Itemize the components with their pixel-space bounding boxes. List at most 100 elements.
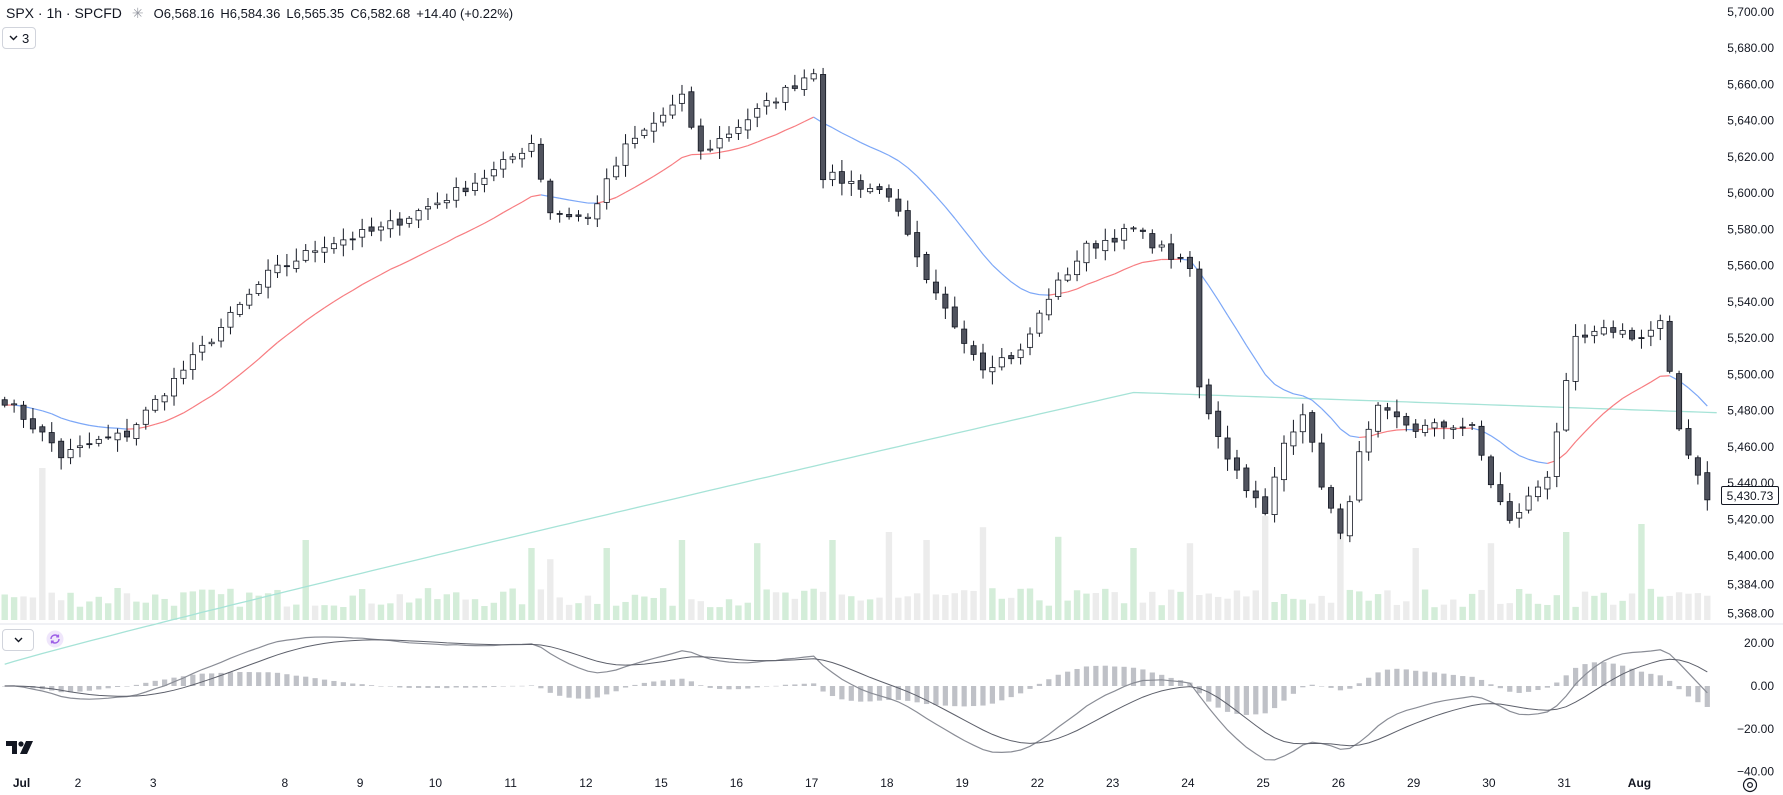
candle[interactable] [1139,227,1146,239]
candle[interactable] [904,200,911,237]
candle[interactable] [1318,433,1325,490]
candle[interactable] [11,399,18,413]
candle[interactable] [876,183,883,194]
candle[interactable] [970,340,977,361]
candle[interactable] [1196,261,1203,399]
candle[interactable] [208,338,215,347]
candle[interactable] [396,212,403,236]
candle[interactable] [556,210,563,223]
candle[interactable] [330,236,337,254]
candle[interactable] [1290,419,1297,455]
candle[interactable] [368,217,375,237]
candle[interactable] [707,139,714,153]
pane-collapse-button[interactable] [2,629,34,651]
candle[interactable] [490,161,497,182]
macd-axis[interactable]: −40.00 −20.00 0.00 20.00 [1737,636,1774,778]
candle[interactable] [1309,410,1316,453]
candle[interactable] [1177,253,1184,263]
candle[interactable] [1281,435,1288,492]
candle[interactable] [1525,486,1532,514]
candle[interactable] [622,134,629,177]
candle[interactable] [1553,422,1560,488]
candle[interactable] [1121,223,1128,250]
candle[interactable] [678,84,685,112]
candle[interactable] [472,172,479,196]
candle[interactable] [1083,240,1090,272]
candle[interactable] [76,435,83,458]
candle[interactable] [29,408,36,434]
candle[interactable] [359,218,366,248]
candle[interactable] [1337,503,1344,540]
candle[interactable] [142,406,149,430]
candle[interactable] [1027,327,1034,356]
candle[interactable] [1045,288,1052,321]
candle[interactable] [716,126,723,159]
candle[interactable] [509,153,516,164]
candle[interactable] [48,422,55,452]
candle[interactable] [1168,233,1175,269]
candle[interactable] [528,134,535,158]
price-axis[interactable]: 5,368.005,384.005,400.005,420.005,440.00… [1727,5,1774,621]
candle[interactable] [1130,226,1137,232]
candle[interactable] [914,220,921,268]
candle[interactable] [1299,403,1306,444]
time-axis[interactable]: Jul 2 3 8 9 10 11 12 15 16 17 18 19 22 23 24 25 26 29 30 31 A… [13,776,1651,790]
candle[interactable] [1224,425,1231,471]
candle[interactable] [782,85,789,111]
candle[interactable] [1158,240,1165,252]
candle[interactable] [1657,314,1664,341]
candle[interactable] [932,269,939,300]
candle[interactable] [537,138,544,183]
candle[interactable] [1497,472,1504,506]
candle[interactable] [189,342,196,380]
candle[interactable] [979,343,986,379]
candle[interactable] [1233,449,1240,479]
candle[interactable] [923,251,930,284]
candle[interactable] [1704,461,1711,511]
candle[interactable] [236,301,243,318]
candle[interactable] [744,108,751,139]
candle[interactable] [1393,399,1400,429]
candle[interactable] [387,209,394,238]
candle[interactable] [594,195,601,228]
sync-icon[interactable] [46,630,64,648]
asterisk-icon[interactable]: ✳ [131,4,144,21]
candle[interactable] [754,103,761,128]
candle[interactable] [1516,503,1523,528]
candle[interactable] [86,432,93,449]
candle[interactable] [1459,417,1466,437]
candle[interactable] [810,68,817,82]
candle[interactable] [406,216,413,228]
candle[interactable] [293,248,300,273]
candle[interactable] [631,125,638,149]
candle[interactable] [180,360,187,385]
candle[interactable] [1422,419,1429,437]
candle[interactable] [1676,370,1683,432]
candle[interactable] [1271,467,1278,523]
candle[interactable] [1149,229,1156,254]
candle[interactable] [424,198,431,221]
candle[interactable] [133,422,140,446]
candle[interactable] [1262,488,1269,516]
candle[interactable] [1346,495,1353,543]
candle[interactable] [1694,455,1701,485]
candle[interactable] [951,296,958,329]
tradingview-logo-icon[interactable] [6,739,36,757]
candle[interactable] [961,320,968,354]
candle[interactable] [255,281,262,296]
candle[interactable] [283,253,290,277]
candle[interactable] [500,151,507,178]
candle[interactable] [1102,228,1109,261]
candle[interactable] [1591,325,1598,344]
candle[interactable] [1328,484,1335,514]
candle[interactable] [801,69,808,96]
candle[interactable] [171,367,178,406]
candle[interactable] [312,240,319,263]
candle[interactable] [39,424,46,442]
candle[interactable] [1403,412,1410,432]
candle[interactable] [1563,372,1570,432]
candle[interactable] [829,164,836,187]
candle[interactable] [1074,250,1081,282]
candle[interactable] [613,156,620,180]
candle[interactable] [1384,402,1391,420]
